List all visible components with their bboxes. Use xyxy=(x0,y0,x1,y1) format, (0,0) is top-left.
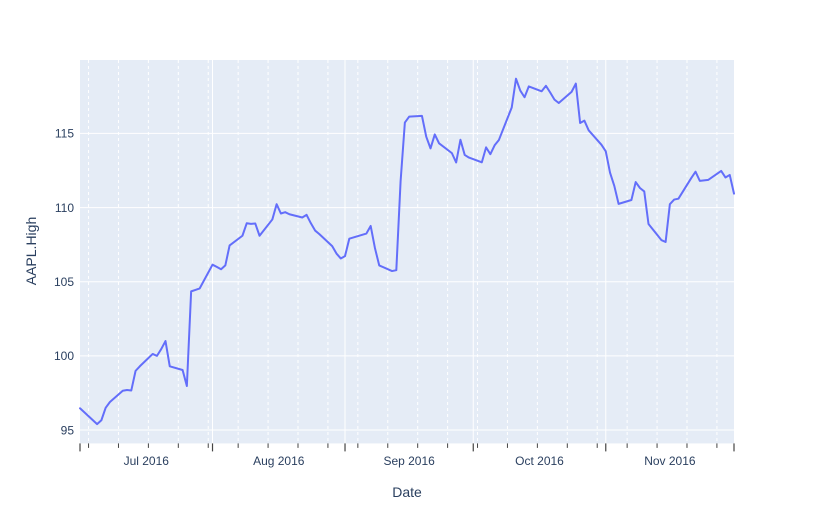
y-axis-title: AAPL.High xyxy=(23,217,39,285)
y-tick-label: 95 xyxy=(61,423,75,437)
x-tick-label: Jul 2016 xyxy=(124,454,170,468)
y-tick-labels: 95 100 105 110 115 xyxy=(54,127,74,438)
y-tick-label: 105 xyxy=(54,275,74,289)
x-tick-label: Nov 2016 xyxy=(644,454,696,468)
plot-area[interactable] xyxy=(80,60,734,444)
minor-gridlines xyxy=(88,60,718,444)
y-tick-label: 100 xyxy=(54,349,74,363)
x-axis-title: Date xyxy=(392,484,422,500)
x-tick-labels: Jul 2016 Aug 2016 Sep 2016 Oct 2016 Nov 2016 xyxy=(124,454,696,468)
x-tick-label: Oct 2016 xyxy=(515,454,564,468)
y-tick-label: 110 xyxy=(55,201,74,215)
price-line-series xyxy=(79,77,735,426)
y-tick-label: 115 xyxy=(55,127,74,141)
axis-ticks xyxy=(79,443,735,452)
x-tick-label: Aug 2016 xyxy=(253,454,305,468)
major-gridlines xyxy=(80,60,734,444)
x-tick-label: Sep 2016 xyxy=(383,454,435,468)
